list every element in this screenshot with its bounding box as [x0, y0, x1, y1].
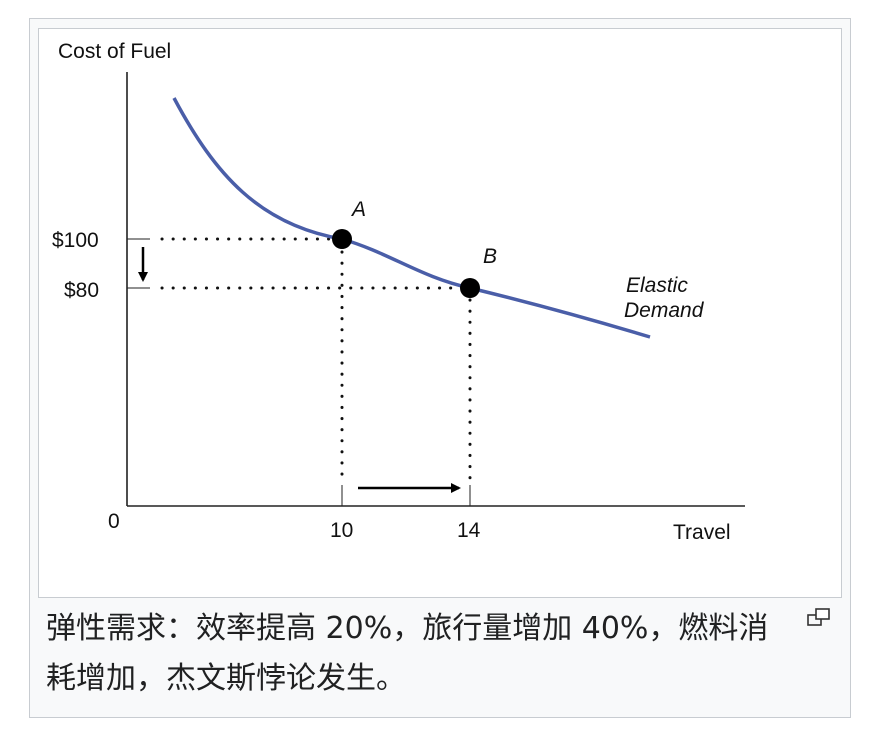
- point-a-label: A: [350, 198, 366, 221]
- chart: Cost of Fuel Travel 0 $100 $80 10 14 A B…: [52, 40, 745, 544]
- x-axis-label: Travel: [673, 521, 731, 544]
- point-a-marker: [332, 229, 352, 249]
- image-caption: 弹性需求：效率提高 20%，旅行量增加 40%，燃料消耗增加，杰文斯悖论发生。: [46, 611, 769, 696]
- origin-label: 0: [108, 510, 120, 533]
- elastic-demand-curve: [172, 97, 651, 339]
- y-tick-label-100: $100: [52, 229, 99, 252]
- series-label-line-1: Elastic: [626, 274, 688, 297]
- point-b-label: B: [483, 245, 497, 268]
- x-tick-label-14: 14: [457, 519, 481, 542]
- point-b-marker: [460, 278, 480, 298]
- x-tick-label-10: 10: [330, 519, 353, 542]
- y-tick-label-80: $80: [64, 279, 99, 302]
- y-axis-label: Cost of Fuel: [58, 40, 171, 63]
- magnify-clip-icon[interactable]: [806, 606, 832, 628]
- series-label-line-2: Demand: [624, 299, 705, 322]
- chart-image[interactable]: [38, 28, 842, 598]
